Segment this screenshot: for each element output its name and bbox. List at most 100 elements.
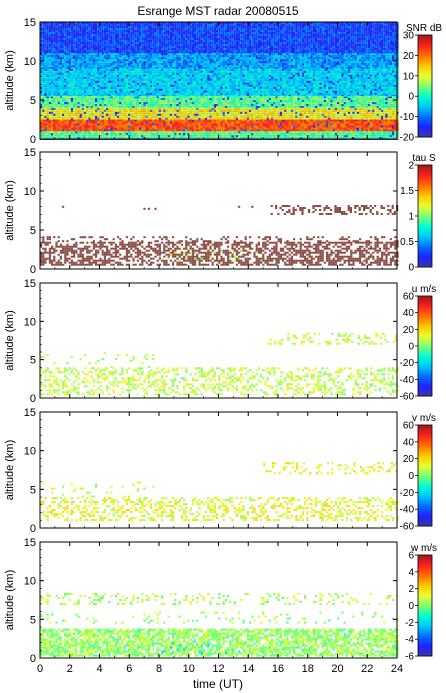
colorbar-tick-label: 0: [408, 92, 414, 103]
colorbar-tick-label: 20: [403, 454, 415, 465]
x-tick-label: 4: [96, 663, 102, 675]
y-tick-label: 10: [24, 316, 36, 328]
y-tick-label: 5: [30, 355, 36, 367]
panel-5-layer-4: [40, 612, 399, 624]
panel-4: 0 5 10 15 altitude (km) v m/s -60 -40 -20 0 20 40 60: [4, 407, 436, 535]
panel-5-layer-3: [40, 593, 399, 605]
colorbar-tick-label: 0: [408, 601, 414, 612]
colorbar-tick-label: -6: [405, 652, 414, 663]
colorbar-4: v m/s -60 -40 -20 0 20 40 60: [400, 413, 436, 533]
y-tick-label: 10: [24, 186, 36, 198]
colorbar-tick-label: 2: [408, 584, 414, 595]
colorbar-tick-label: -60: [400, 392, 415, 403]
panel-3: 0 5 10 15 altitude (km) u m/s -60 -40 -20 0 20 40 60: [4, 278, 436, 405]
colorbar-tick-label: 0.5: [400, 237, 414, 248]
y-axis-label: altitude (km): [4, 310, 16, 371]
panel-3-layer-3: [40, 352, 154, 368]
colorbar-tick-label: 1: [408, 212, 414, 223]
colorbar-tick-label: 10: [403, 71, 415, 82]
colorbar-tick-label: -20: [400, 488, 415, 499]
panel-2-layer-4: [62, 206, 253, 210]
colorbar-tick-label: 60: [403, 421, 415, 432]
colorbar-tick-label: 40: [403, 308, 415, 319]
y-tick-label: 10: [24, 576, 36, 588]
colorbar-tick-label: 6: [408, 551, 414, 562]
y-tick-label: 0: [30, 523, 36, 535]
y-tick-label: 5: [30, 225, 36, 237]
colorbar-tick-label: -40: [400, 505, 415, 516]
y-tick-label: 15: [24, 17, 36, 29]
colorbar-label: u m/s: [412, 284, 436, 295]
x-axis-label: time (UT): [193, 677, 243, 691]
panel-4-layer-3: [42, 482, 154, 498]
colorbar-tick-label: -20: [400, 133, 415, 144]
colorbar-tick-label: 0: [408, 471, 414, 482]
y-tick-label: 0: [30, 134, 36, 146]
panel-5-layer-1: [40, 629, 399, 657]
colorbar-tick-label: 4: [408, 567, 414, 578]
panel-3-layer-2: [268, 333, 398, 345]
colorbar-tick-label: -2: [405, 618, 414, 629]
x-tick-label: 12: [212, 663, 224, 675]
x-tick-label: 2: [67, 663, 73, 675]
panel-4-layer-2: [263, 462, 397, 474]
y-tick-label: 15: [24, 537, 36, 549]
x-tick-label: 22: [361, 663, 373, 675]
colorbar-label: w m/s: [410, 543, 437, 554]
colorbar-2: tau S 0 0.5 1 1.5 2: [400, 153, 436, 274]
panel-2-layer-2: [42, 236, 398, 242]
x-tick-label: 16: [272, 663, 284, 675]
y-tick-label: 5: [30, 614, 36, 626]
y-tick-label: 10: [24, 446, 36, 458]
panel-4-layer-1: [40, 497, 399, 521]
x-tick-label: 10: [183, 663, 195, 675]
y-axis-label: altitude (km): [4, 570, 16, 631]
y-axis-label: altitude (km): [4, 180, 16, 241]
panel-2-layer-3: [271, 205, 399, 215]
x-tick-label: 24: [391, 663, 403, 675]
y-tick-label: 0: [30, 653, 36, 665]
y-tick-label: 5: [30, 95, 36, 107]
y-tick-label: 0: [30, 264, 36, 276]
colorbar-tick-label: 1.5: [400, 186, 414, 197]
colorbar-tick-label: -40: [400, 375, 415, 386]
colorbar-tick-label: 40: [403, 437, 415, 448]
colorbar-tick-label: 20: [403, 51, 415, 62]
x-tick-label: 20: [331, 663, 343, 675]
panel-3-layer-1: [40, 367, 399, 395]
colorbar-tick-label: 2: [408, 161, 414, 172]
panel-2-layer-1: [40, 242, 399, 266]
colorbar-tick-label: 30: [403, 31, 415, 42]
panel-1-layer-7: [40, 131, 399, 139]
y-tick-label: 15: [24, 278, 36, 290]
colorbar-5: w m/s -6 -4 -2 0 2 4 6: [405, 543, 437, 663]
colorbar-tick-label: 20: [403, 325, 415, 336]
colorbar-tick-label: 60: [403, 292, 415, 303]
colorbar-tick-label: -60: [400, 522, 415, 533]
colorbar-tick-label: 0: [408, 342, 414, 353]
colorbar-tick-label: -4: [405, 635, 414, 646]
y-tick-label: 0: [30, 393, 36, 405]
panel-2: 0 5 10 15 altitude (km) tau S 0 0.5 1 1.5 2: [4, 147, 436, 276]
y-axis-label: altitude (km): [4, 440, 16, 501]
y-tick-label: 10: [24, 56, 36, 68]
x-tick-label: 18: [302, 663, 314, 675]
x-tick-label: 14: [242, 663, 254, 675]
y-tick-label: 15: [24, 407, 36, 419]
x-tick-label: 0: [37, 663, 43, 675]
x-tick-label: 8: [156, 663, 162, 675]
chart-title: Esrange MST radar 20080515: [137, 4, 299, 18]
colorbar-label: tau S: [412, 153, 436, 164]
y-axis-label: altitude (km): [4, 50, 16, 111]
y-tick-label: 15: [24, 147, 36, 159]
colorbar-tick-label: -10: [400, 112, 415, 123]
colorbar-label: v m/s: [412, 413, 436, 424]
colorbar-tick-label: 0: [408, 263, 414, 274]
colorbar-3: u m/s -60 -40 -20 0 20 40 60: [400, 284, 437, 403]
colorbar-tick-label: -20: [400, 358, 415, 369]
y-tick-label: 5: [30, 484, 36, 496]
